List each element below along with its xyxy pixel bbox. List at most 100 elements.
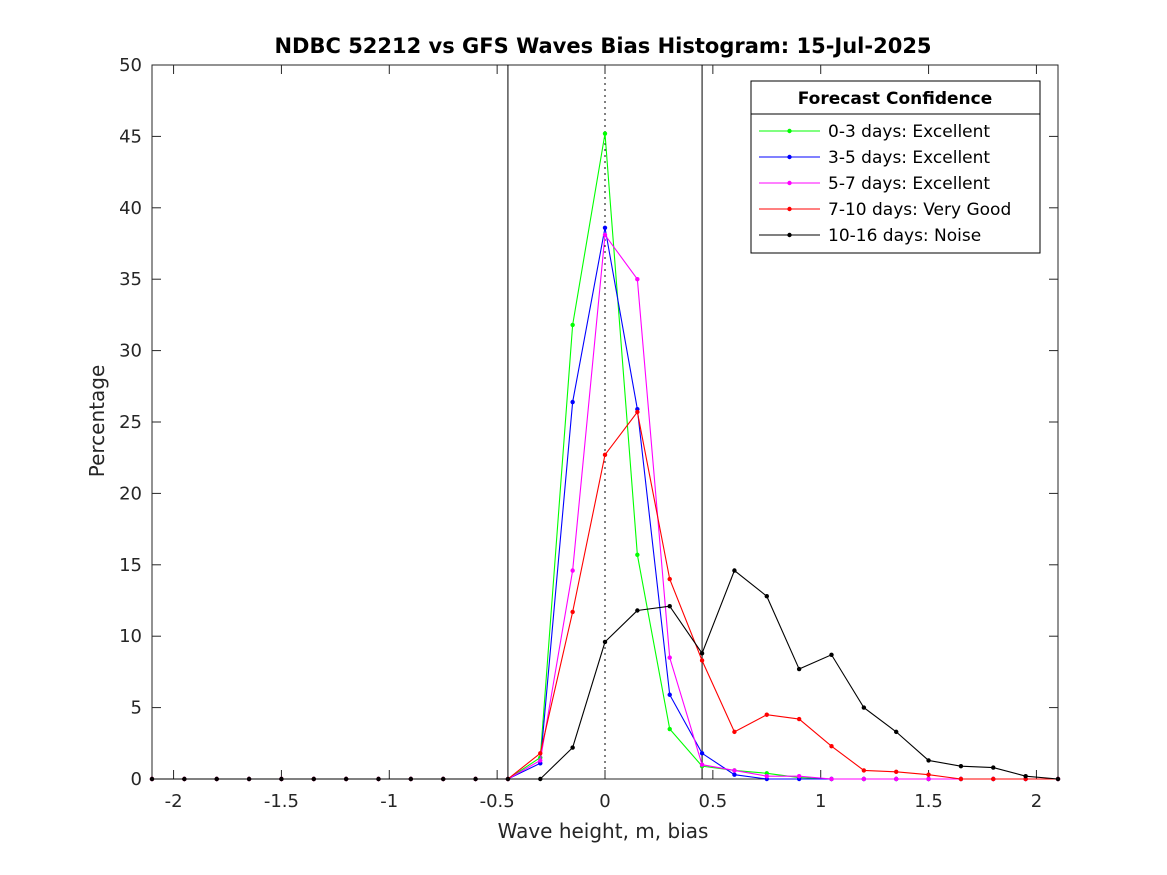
series-4	[149, 568, 1061, 782]
tick-labels: -2 -1.5 -1 -0.5 0 0.5 1 1.5 20510152025303540455…	[119, 55, 1042, 812]
series-3-point	[894, 769, 899, 775]
legend-entry-1: 3-5 days: Excellent	[759, 148, 990, 168]
series-4-point	[602, 639, 608, 645]
legend-entry-0: 0-3 days: Excellent	[759, 122, 990, 142]
series-2-point	[796, 773, 802, 779]
series-4-point	[376, 776, 381, 782]
y-tick-label: 40	[119, 198, 142, 219]
series-4-point	[1023, 773, 1028, 779]
legend-swatch-marker	[787, 154, 792, 160]
series-0-point	[667, 726, 672, 732]
series-2-point	[861, 776, 867, 782]
y-tick-label: 15	[119, 555, 142, 576]
series-4-point	[246, 776, 252, 782]
series-3-point	[796, 716, 802, 722]
series-2-point	[667, 655, 672, 660]
series-2-point	[764, 773, 769, 779]
series-3-point	[829, 743, 834, 749]
series-4-point	[279, 776, 284, 782]
series-3-point	[699, 658, 705, 663]
series-4-point	[894, 729, 899, 735]
series-3-point	[635, 409, 640, 415]
series-4-point	[699, 651, 705, 656]
series-4-point	[667, 604, 672, 609]
series-2-point	[570, 568, 575, 573]
y-axis-label: Percentage	[85, 365, 109, 478]
y-tick-label: 35	[119, 269, 142, 290]
legend-entries: 0-3 days: Excellent 3-5 days: Excellent 5-…	[759, 122, 1011, 246]
legend-label: 7-10 days: Very Good	[828, 200, 1011, 220]
series-2-point	[602, 232, 608, 238]
x-tick-label: -0.5	[480, 791, 515, 812]
series-4-point	[991, 765, 996, 770]
legend-entry-3: 7-10 days: Very Good	[759, 200, 1011, 220]
x-tick-label: 1.5	[914, 791, 943, 812]
series-layer	[149, 131, 1061, 782]
x-axis-label: Wave height, m, bias	[498, 819, 709, 843]
series-3-point	[538, 751, 543, 756]
x-tick-label: 2	[1031, 791, 1042, 812]
series-4-point	[149, 776, 155, 782]
legend-label: 10-16 days: Noise	[828, 226, 981, 246]
series-4-point	[958, 763, 964, 769]
series-2-point	[699, 762, 705, 767]
series-2-point	[538, 758, 543, 763]
series-3-point	[667, 576, 672, 582]
series-4-point	[343, 776, 349, 782]
y-tick-label: 45	[119, 126, 142, 147]
series-1-point	[667, 692, 672, 697]
y-tick-label: 10	[119, 626, 142, 647]
series-4-point	[764, 594, 769, 599]
series-2-point	[635, 277, 640, 282]
series-3-point	[764, 712, 769, 717]
series-4-point	[732, 568, 737, 573]
series-0-point	[602, 131, 608, 136]
legend-label: 5-7 days: Excellent	[828, 174, 990, 194]
x-tick-label: 0.5	[699, 791, 728, 812]
series-1-point	[699, 751, 705, 756]
series-2-point	[894, 776, 899, 782]
legend-entry-2: 5-7 days: Excellent	[759, 174, 990, 194]
legend-box	[750, 80, 1041, 254]
series-4-point	[311, 776, 316, 782]
series-4-point	[796, 666, 802, 672]
series-4-point	[214, 776, 219, 782]
series-4-point	[570, 745, 575, 750]
legend-swatch-marker	[787, 232, 792, 238]
y-tick-label: 25	[119, 412, 142, 433]
series-4-point	[861, 705, 867, 710]
series-3-point	[861, 768, 867, 773]
legend-entry-4: 10-16 days: Noise	[759, 226, 981, 246]
series-2-point	[926, 776, 931, 782]
axis-ticks	[152, 64, 1058, 780]
y-tick-label: 5	[131, 698, 142, 719]
series-3-point	[991, 776, 996, 782]
series-3-point	[570, 609, 575, 615]
legend-swatch-marker	[787, 180, 792, 186]
series-4-point	[635, 608, 640, 613]
series-3-point	[602, 452, 608, 458]
x-tick-label: -2	[165, 791, 183, 812]
series-1-point	[732, 772, 737, 777]
legend-label: 3-5 days: Excellent	[828, 148, 990, 168]
x-tick-label: -1.5	[264, 791, 299, 812]
legend-swatch-marker	[787, 128, 792, 134]
y-tick-label: 20	[119, 483, 142, 504]
series-4-point	[829, 652, 834, 657]
series-4-point	[408, 776, 414, 782]
y-tick-label: 50	[119, 55, 142, 76]
chart-title: NDBC 52212 vs GFS Waves Bias Histogram: …	[274, 34, 931, 58]
x-tick-label: 1	[815, 791, 826, 812]
series-3-point	[732, 729, 737, 735]
series-4-point	[926, 758, 931, 763]
series-0-point	[635, 552, 640, 558]
series-4-point	[538, 776, 543, 782]
series-2-point	[732, 768, 737, 773]
legend-label: 0-3 days: Excellent	[828, 122, 990, 142]
x-tick-label: -1	[380, 791, 398, 812]
series-1-point	[570, 399, 575, 405]
series-4-point	[182, 776, 187, 782]
series-4-point	[1055, 776, 1061, 782]
series-0-point	[570, 322, 575, 328]
